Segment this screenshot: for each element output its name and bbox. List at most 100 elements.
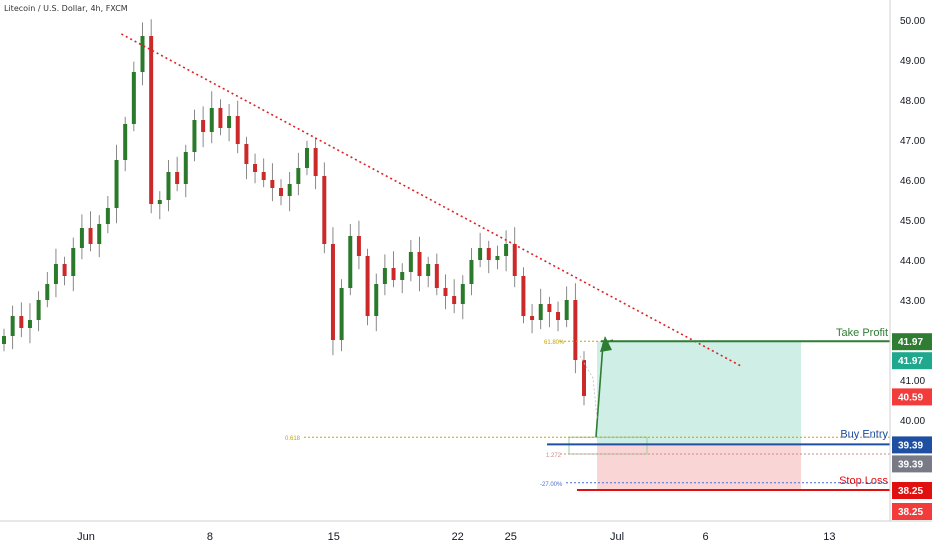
candle-body[interactable] <box>2 336 6 344</box>
candle-body[interactable] <box>556 312 561 320</box>
candle-body[interactable] <box>45 284 50 300</box>
buy-entry-price-tag-2-text: 39.39 <box>898 459 923 470</box>
candle-body[interactable] <box>486 248 491 260</box>
fib-label-0-618: 0.618 <box>285 436 301 442</box>
candle-body[interactable] <box>62 264 67 276</box>
candle-body[interactable] <box>218 108 223 128</box>
candle-body[interactable] <box>140 36 145 72</box>
candle-body[interactable] <box>114 160 119 208</box>
candle-body[interactable] <box>253 164 258 172</box>
price-tick-label: 40.00 <box>900 416 925 427</box>
price-tick-label: 43.00 <box>900 296 925 307</box>
candle-body[interactable] <box>452 296 457 304</box>
buy-entry-price-tag-text: 39.39 <box>898 440 923 451</box>
candle-body[interactable] <box>530 316 535 320</box>
candle-body[interactable] <box>19 316 24 328</box>
buy-entry-price-tag-2-bg[interactable] <box>892 455 932 473</box>
candle-body[interactable] <box>504 244 509 256</box>
take-profit-price-tag-bg[interactable] <box>892 333 932 351</box>
candle-body[interactable] <box>97 224 102 244</box>
time-tick-label: 22 <box>452 531 464 543</box>
candle-body[interactable] <box>400 272 405 280</box>
current-price-tag-bg[interactable] <box>892 388 932 406</box>
fib-label-61-8: 61.80% <box>544 340 565 346</box>
candle-body[interactable] <box>408 252 413 272</box>
candle-body[interactable] <box>330 244 335 340</box>
candle-body[interactable] <box>131 72 136 124</box>
candle-body[interactable] <box>564 300 569 320</box>
candle-body[interactable] <box>279 188 284 196</box>
candle-body[interactable] <box>391 268 396 280</box>
candle-body[interactable] <box>175 172 180 184</box>
candle-body[interactable] <box>71 248 76 276</box>
price-tick-label: 48.00 <box>900 96 925 107</box>
candle-body[interactable] <box>192 120 197 152</box>
candle-body[interactable] <box>270 180 275 188</box>
time-tick-label: 13 <box>823 531 835 543</box>
candle-body[interactable] <box>157 200 162 204</box>
stop-loss-price-tag-2-bg[interactable] <box>892 503 932 520</box>
candle-body[interactable] <box>495 256 500 260</box>
candle-body[interactable] <box>521 276 526 316</box>
candle-body[interactable] <box>434 264 439 288</box>
time-tick-label: 8 <box>207 531 213 543</box>
candle-body[interactable] <box>304 148 309 168</box>
candle-body[interactable] <box>79 228 84 248</box>
candle-body[interactable] <box>27 320 32 328</box>
candle-body[interactable] <box>235 116 240 144</box>
candle-body[interactable] <box>417 252 422 276</box>
candle-body[interactable] <box>339 288 344 340</box>
candle-body[interactable] <box>10 316 15 336</box>
candle-body[interactable] <box>105 208 110 224</box>
candle-body[interactable] <box>53 264 58 284</box>
descending-trendline[interactable] <box>121 33 742 367</box>
candle-body[interactable] <box>322 176 327 244</box>
candle-body[interactable] <box>287 184 292 196</box>
candle-body[interactable] <box>426 264 431 276</box>
candle-body[interactable] <box>244 144 249 164</box>
candle-body[interactable] <box>478 248 483 260</box>
candle-body[interactable] <box>296 168 301 184</box>
candle-body[interactable] <box>538 304 543 320</box>
price-tick-label: 41.00 <box>900 376 925 387</box>
time-tick-label: 15 <box>328 531 340 543</box>
candle-body[interactable] <box>88 228 93 244</box>
candle-body[interactable] <box>443 288 448 296</box>
candle-body[interactable] <box>460 284 465 304</box>
candle-body[interactable] <box>365 256 370 316</box>
stop-loss-label: Stop Loss <box>839 475 888 487</box>
candle-body[interactable] <box>348 236 353 288</box>
stop-loss-price-tag-bg[interactable] <box>892 482 932 499</box>
candle-body[interactable] <box>123 124 128 160</box>
candle-body[interactable] <box>166 172 171 200</box>
fib-label-1-272: 1.272 <box>546 453 562 459</box>
candle-body[interactable] <box>36 300 41 320</box>
take-profit-price-tag-text: 41.97 <box>898 337 923 348</box>
stop-loss-price-tag-2-text: 38.25 <box>898 507 923 518</box>
symbol-header: Litecoin / U.S. Dollar, 4h, FXCM <box>4 4 128 13</box>
candle-body[interactable] <box>201 120 206 132</box>
buy-entry-price-tag-bg[interactable] <box>892 436 932 454</box>
candle-body[interactable] <box>382 268 387 284</box>
candle-body[interactable] <box>183 152 188 184</box>
candle-body[interactable] <box>313 148 318 176</box>
profit-zone <box>597 341 801 445</box>
take-profit-price-tag-2-text: 41.97 <box>898 356 923 367</box>
take-profit-price-tag-2-bg[interactable] <box>892 352 932 370</box>
candle-body[interactable] <box>469 260 474 284</box>
candle-body[interactable] <box>374 284 379 316</box>
price-tick-label: 45.00 <box>900 216 925 227</box>
candle-body[interactable] <box>356 236 361 256</box>
price-tick-label: 47.00 <box>900 136 925 147</box>
projection-guide <box>579 355 598 419</box>
candle-body[interactable] <box>582 360 586 396</box>
take-profit-label: Take Profit <box>836 327 888 339</box>
candle-body[interactable] <box>573 300 578 360</box>
candle-body[interactable] <box>209 108 214 132</box>
candle-body[interactable] <box>227 116 232 128</box>
candle-body[interactable] <box>512 244 517 276</box>
candle-body[interactable] <box>149 36 154 204</box>
candle-body[interactable] <box>547 304 552 312</box>
candle-body[interactable] <box>261 172 266 180</box>
